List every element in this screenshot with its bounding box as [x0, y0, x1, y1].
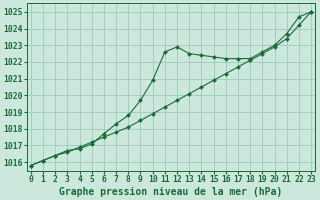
X-axis label: Graphe pression niveau de la mer (hPa): Graphe pression niveau de la mer (hPa)	[59, 186, 283, 197]
